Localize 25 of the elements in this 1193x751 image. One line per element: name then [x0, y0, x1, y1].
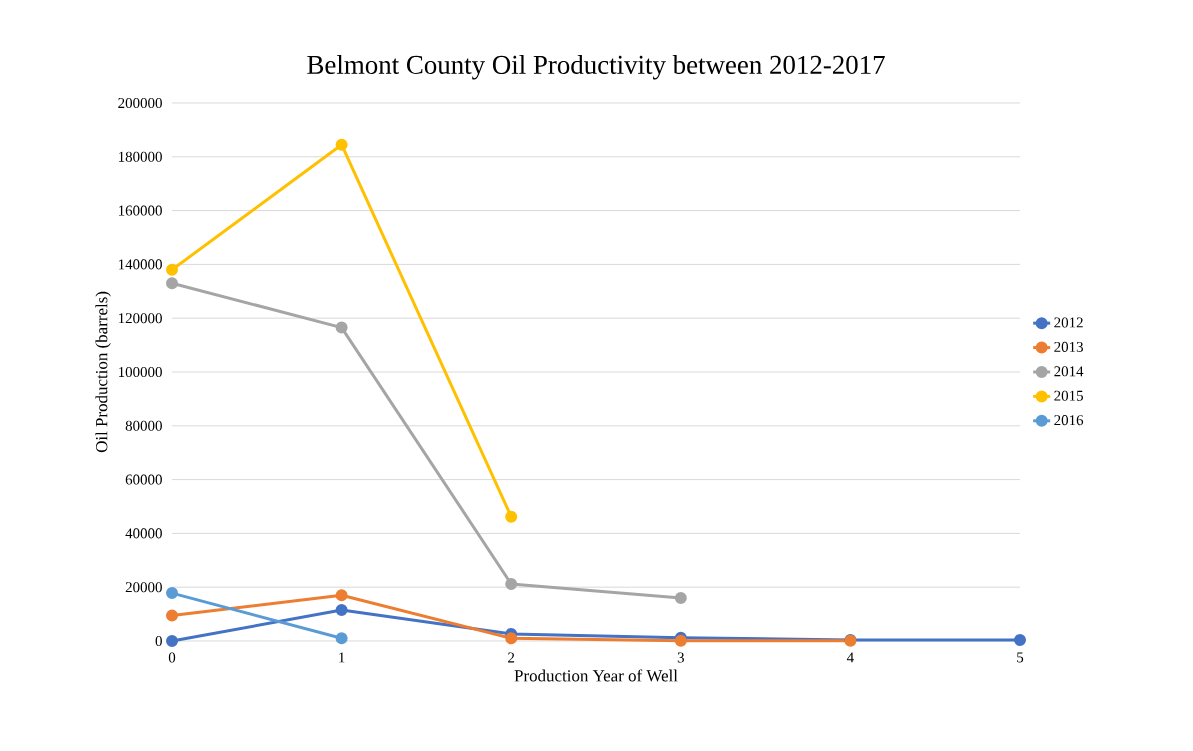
y-tick-label: 20000 [125, 582, 162, 593]
x-tick-label: 2 [508, 652, 515, 663]
legend-label: 2012 [1054, 317, 1083, 328]
x-tick-label: 5 [1017, 652, 1024, 663]
x-tick-label: 1 [339, 652, 345, 663]
legend-label: 2014 [1054, 366, 1084, 377]
y-tick-label: 140000 [118, 259, 162, 270]
y-tick-label: 0 [155, 635, 162, 647]
x-tick-label: 0 [168, 652, 176, 663]
x-axis-title: Production Year of Well [514, 669, 678, 682]
y-tick-label: 60000 [125, 474, 162, 485]
y-tick-label: 200000 [118, 97, 162, 109]
legend-label: 2013 [1054, 341, 1083, 352]
chart-title: Belmont County Oil Productivity between 2012-2017 [307, 55, 885, 80]
legend-label: 2016 [1054, 415, 1084, 426]
y-tick-label: 160000 [118, 205, 162, 216]
y-tick-label: 120000 [118, 313, 162, 324]
y-axis-title: Oil Production (barrels) [95, 291, 111, 453]
x-tick-label: 4 [846, 652, 854, 663]
y-tick-label: 80000 [125, 420, 162, 431]
y-tick-label: 180000 [118, 151, 162, 162]
x-tick-label: 3 [677, 652, 684, 663]
y-tick-label: 40000 [125, 528, 162, 539]
legend-label: 2015 [1054, 390, 1083, 401]
y-tick-label: 100000 [118, 366, 162, 378]
